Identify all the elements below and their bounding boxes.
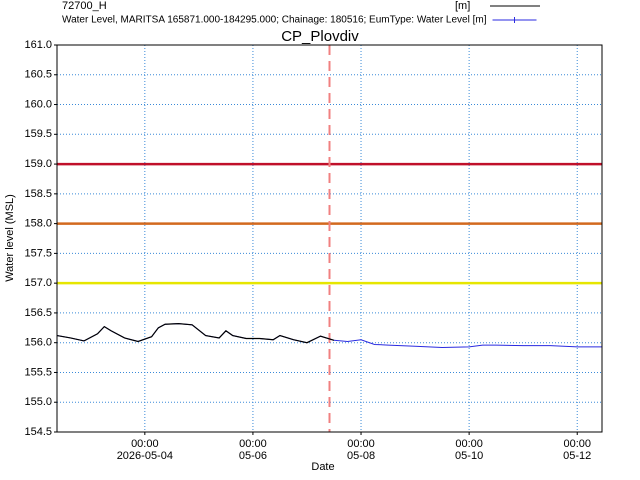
x-tick-label: 05-06 <box>239 450 267 462</box>
y-tick-label: 154.5 <box>24 426 52 438</box>
y-tick-label: 155.5 <box>24 366 52 378</box>
x-tick-label: 00:00 <box>563 438 591 450</box>
y-tick-label: 159.0 <box>24 158 52 170</box>
y-axis-label: Water level (MSL) <box>4 194 16 282</box>
y-tick-label: 158.0 <box>24 218 52 230</box>
y-tick-label: 159.5 <box>24 128 52 140</box>
x-tick-label: 00:00 <box>455 438 483 450</box>
series-line <box>56 323 335 344</box>
y-tick-label: 156.5 <box>24 307 52 319</box>
y-tick-label: 156.0 <box>24 337 52 349</box>
y-tick-label: 157.0 <box>24 277 52 289</box>
chart-title: CP_Plovdiv <box>281 28 359 45</box>
y-tick-label: 157.5 <box>24 247 52 259</box>
x-tick-label: 05-08 <box>347 450 375 462</box>
x-tick-label: 05-12 <box>563 450 591 462</box>
legend-label: [m] <box>455 0 470 12</box>
x-tick-label: 05-10 <box>455 450 483 462</box>
plot-frame <box>56 44 603 433</box>
x-tick-label: 00:00 <box>239 438 267 450</box>
x-tick-label: 00:00 <box>347 438 375 450</box>
y-tick-label: 161.0 <box>24 39 52 51</box>
legend-label: Water Level, MARITSA 165871.000-184295.0… <box>62 15 487 26</box>
x-tick-label: 00:00 <box>131 438 159 450</box>
legend-header: 72700_H <box>62 0 107 12</box>
y-tick-label: 155.0 <box>24 396 52 408</box>
x-axis-label: Date <box>311 461 334 473</box>
y-tick-label: 160.5 <box>24 69 52 81</box>
y-tick-label: 158.5 <box>24 188 52 200</box>
y-tick-label: 160.0 <box>24 98 52 110</box>
x-tick-label: 2026-05-04 <box>117 450 173 462</box>
